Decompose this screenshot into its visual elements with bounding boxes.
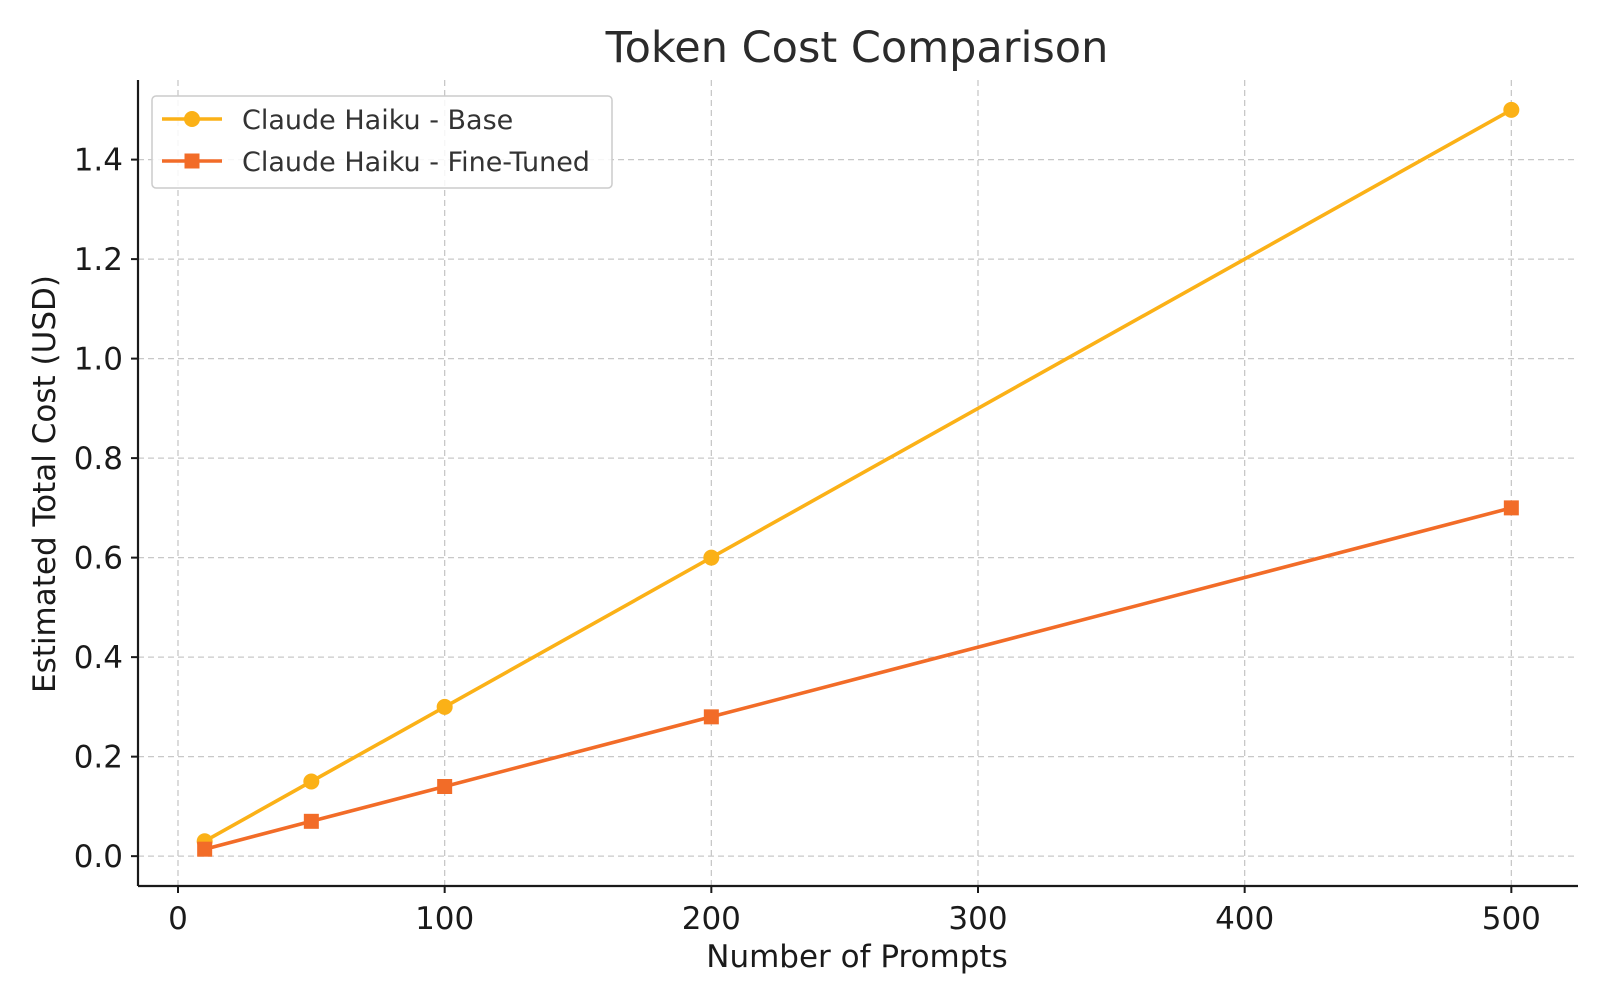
data-point-circle <box>303 773 320 790</box>
x-tick-label: 100 <box>415 901 474 937</box>
axes <box>136 80 1578 888</box>
data-point-circle <box>703 549 720 566</box>
x-tick-label: 300 <box>948 901 1007 937</box>
series-line <box>202 108 1514 844</box>
y-tick-label: 0.2 <box>74 740 123 776</box>
series-2 <box>197 500 1519 857</box>
data-point-circle <box>436 698 453 715</box>
legend-label: Claude Haiku - Fine-Tuned <box>242 147 590 178</box>
legend-label: Claude Haiku - Base <box>242 105 513 136</box>
series-layer <box>196 101 1520 857</box>
chart-title: Token Cost Comparison <box>605 23 1109 73</box>
y-axis-title: Estimated Total Cost (USD) <box>27 275 63 693</box>
series-line <box>202 506 1514 852</box>
x-tick-label: 500 <box>1482 901 1541 937</box>
x-tick-label: 400 <box>1215 901 1274 937</box>
y-tick-label: 0.6 <box>74 541 123 577</box>
x-ticks: 0 100 200 300 400 500 <box>168 886 1541 937</box>
y-tick-label: 1.4 <box>74 143 123 179</box>
y-tick-label: 0.4 <box>74 640 123 676</box>
y-tick-label: 0.0 <box>74 839 123 875</box>
y-tick-label: 0.8 <box>74 441 123 477</box>
data-point-square <box>437 778 453 794</box>
legend-marker-circle <box>184 111 200 127</box>
data-point-circle <box>1503 101 1520 118</box>
x-tick-label: 0 <box>168 901 188 937</box>
legend-item-2: Claude Haiku - Fine-Tuned <box>162 147 590 178</box>
x-tick-label: 200 <box>682 901 741 937</box>
legend-items: Claude Haiku - Base Claude Haiku - Fine-T… <box>162 105 590 178</box>
legend-box <box>151 95 613 189</box>
data-point-square <box>1503 500 1519 516</box>
data-point-square <box>197 841 213 857</box>
legend: Claude Haiku - Base Claude Haiku - Fine-T… <box>151 95 613 189</box>
y-ticks: 0.0 0.2 0.4 0.6 0.8 1.0 1.2 1.4 <box>74 143 138 875</box>
data-point-square <box>303 813 319 829</box>
series-1 <box>196 101 1520 850</box>
data-point-square <box>703 709 719 725</box>
y-tick-label: 1.2 <box>74 242 123 278</box>
legend-item-1: Claude Haiku - Base <box>162 105 513 136</box>
legend-marker-square <box>184 153 200 169</box>
grid <box>138 80 1578 886</box>
y-tick-label: 1.0 <box>74 342 123 378</box>
x-axis-title: Number of Prompts <box>706 939 1007 975</box>
